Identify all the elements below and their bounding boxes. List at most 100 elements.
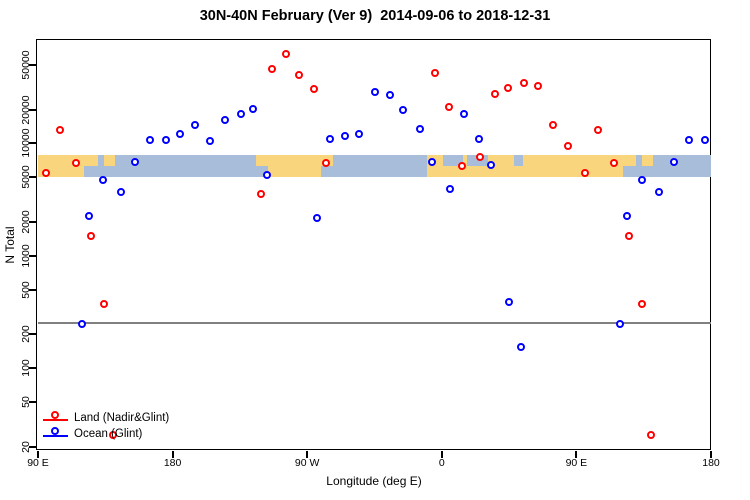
y-axis-tick (29, 220, 36, 223)
data-point-land (647, 431, 656, 440)
map-band-segment (513, 166, 523, 178)
data-point-land (549, 121, 558, 130)
data-point-land (42, 168, 51, 177)
map-band-segment (268, 166, 321, 178)
data-point-land (71, 158, 80, 167)
data-point-ocean (77, 319, 86, 328)
data-point-land (109, 431, 118, 440)
y-axis-tick (29, 142, 36, 145)
data-point-land (55, 126, 64, 135)
data-point-land (458, 162, 467, 171)
y-axis-tick (29, 254, 36, 257)
y-axis-tick (29, 333, 36, 336)
data-point-ocean (399, 106, 408, 115)
reference-line (38, 322, 711, 325)
map-band-segment (488, 154, 514, 167)
y-tick-label: 2000 (20, 210, 32, 234)
x-tick-label: 180 (702, 457, 720, 469)
data-point-land (267, 64, 276, 73)
map-band-segment (426, 166, 444, 178)
ocean-legend-circle-icon (51, 426, 59, 435)
data-point-ocean (370, 88, 379, 97)
data-point-ocean (131, 158, 140, 167)
data-point-ocean (428, 157, 437, 166)
map-band-segment (642, 166, 654, 178)
data-point-ocean (415, 124, 424, 133)
map-band-segment (97, 154, 104, 167)
map-band-segment (488, 166, 514, 178)
data-point-ocean (146, 135, 155, 144)
land-legend-circle-icon (51, 410, 59, 419)
data-point-ocean (313, 213, 322, 222)
y-axis-tick (29, 367, 36, 370)
data-point-ocean (669, 158, 678, 167)
map-band-segment (103, 166, 115, 178)
y-axis-tick (29, 63, 36, 66)
map-band-segment (268, 154, 321, 167)
data-point-ocean (355, 130, 364, 139)
data-point-ocean (616, 319, 625, 328)
data-point-land (476, 152, 485, 161)
map-band-segment (636, 154, 643, 167)
map-band-segment (332, 166, 427, 178)
map-band-segment (522, 154, 623, 167)
data-point-ocean (99, 176, 108, 185)
data-point-land (100, 300, 109, 309)
map-band-segment (443, 166, 463, 178)
data-point-ocean (684, 135, 693, 144)
map-band-segment (462, 154, 468, 167)
ocean-legend-line-icon (43, 434, 68, 437)
data-point-ocean (85, 211, 94, 220)
x-tick-label: 90 E (565, 457, 588, 469)
data-point-ocean (474, 134, 483, 143)
x-axis-tick (710, 451, 712, 458)
data-point-ocean (221, 115, 230, 124)
map-band-segment (320, 166, 333, 178)
y-axis-tick (29, 108, 36, 111)
map-band-segment (462, 166, 468, 178)
data-point-ocean (263, 170, 272, 179)
data-point-ocean (340, 131, 349, 140)
y-tick-label: 50 (20, 396, 32, 408)
y-tick-label: 20000 (20, 94, 32, 125)
data-point-ocean (325, 134, 334, 143)
map-band-segment (622, 166, 637, 178)
data-point-land (281, 49, 290, 58)
data-point-land (533, 81, 542, 90)
map-band-segment (256, 154, 269, 167)
data-point-land (491, 89, 500, 98)
map-band-segment (443, 154, 463, 167)
map-band-segment (467, 166, 489, 178)
map-band-segment (84, 166, 98, 178)
data-point-land (638, 300, 647, 309)
map-band-segment (97, 166, 104, 178)
y-tick-label: 1000 (20, 244, 32, 268)
y-tick-label: 100 (20, 359, 32, 377)
data-point-ocean (385, 90, 394, 99)
data-point-ocean (459, 109, 468, 118)
y-tick-label: 20 (20, 440, 32, 453)
data-point-ocean (516, 343, 525, 352)
y-axis-title: N Total (3, 226, 17, 264)
data-point-land (519, 78, 528, 87)
land-legend-line-icon (43, 418, 68, 421)
map-band-segment (636, 166, 643, 178)
data-point-ocean (248, 104, 257, 113)
x-axis-tick (37, 451, 39, 458)
data-point-land (257, 190, 266, 199)
map-band-segment (115, 166, 257, 178)
y-tick-label: 5000 (20, 165, 32, 189)
y-tick-label: 10000 (20, 128, 32, 158)
data-point-ocean (162, 135, 171, 144)
map-band-segment (38, 166, 85, 178)
data-point-land (310, 85, 319, 94)
x-axis-title: Longitude (deg E) (326, 474, 422, 488)
data-point-ocean (623, 211, 632, 220)
x-tick-label: 180 (163, 457, 182, 469)
data-point-ocean (191, 121, 200, 130)
legend-label-ocean: Ocean (Glint) (74, 428, 143, 440)
data-point-ocean (486, 161, 495, 170)
map-band-segment (522, 166, 623, 178)
map-band-segment (103, 154, 115, 167)
data-point-ocean (637, 176, 646, 185)
